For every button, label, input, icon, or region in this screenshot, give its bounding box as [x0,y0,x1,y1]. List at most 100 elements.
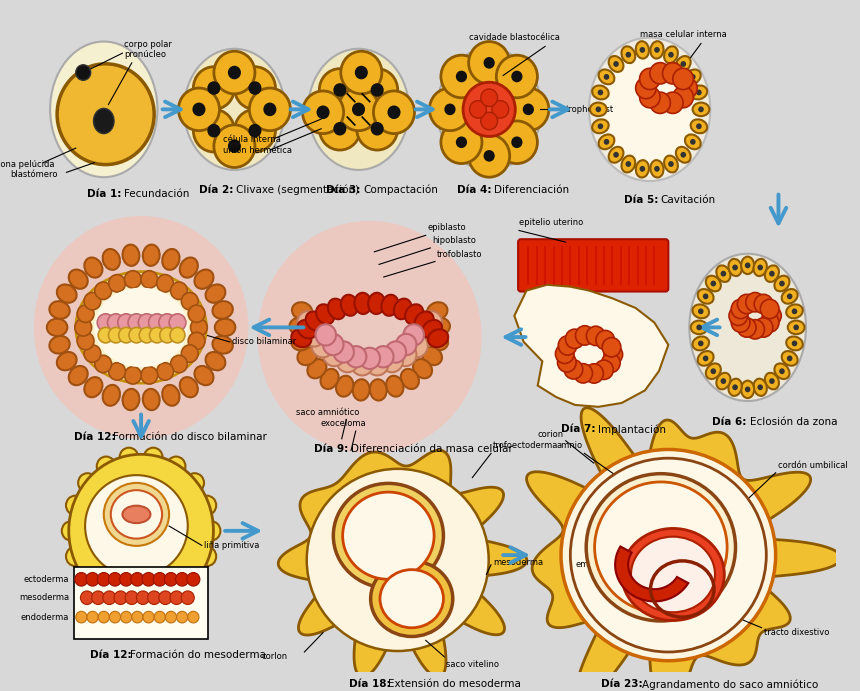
Circle shape [662,63,683,84]
Ellipse shape [57,352,77,370]
Ellipse shape [728,259,742,276]
Circle shape [108,573,121,586]
Text: célula interna: célula interna [224,135,281,144]
Circle shape [86,573,99,586]
Circle shape [779,368,785,374]
Ellipse shape [706,363,721,379]
Circle shape [95,282,112,299]
Circle shape [673,86,693,108]
Circle shape [138,314,155,331]
Ellipse shape [587,474,735,621]
Circle shape [263,102,276,116]
Circle shape [625,161,631,167]
Ellipse shape [741,256,754,274]
Circle shape [640,166,645,172]
Ellipse shape [386,376,403,397]
Text: blastómero: blastómero [10,171,58,180]
Circle shape [336,349,359,372]
Ellipse shape [685,70,701,84]
Ellipse shape [122,389,139,410]
Circle shape [558,336,577,355]
Circle shape [188,305,205,323]
Ellipse shape [306,312,325,331]
Circle shape [703,294,709,299]
Ellipse shape [593,86,609,100]
Circle shape [420,311,442,334]
Circle shape [703,355,709,361]
Circle shape [654,166,660,172]
Ellipse shape [786,305,802,319]
Circle shape [470,101,487,118]
Circle shape [144,595,163,614]
Ellipse shape [212,336,233,354]
Text: Fecundación: Fecundación [125,189,190,199]
Ellipse shape [728,379,742,396]
Circle shape [170,591,183,605]
Circle shape [668,161,673,167]
Circle shape [76,612,87,623]
Circle shape [323,343,346,366]
Circle shape [228,140,241,153]
Text: Agrandamento do saco amniótico: Agrandamento do saco amniótico [642,679,819,690]
Circle shape [228,66,241,79]
Circle shape [481,89,498,106]
Circle shape [126,591,138,605]
Ellipse shape [422,320,442,339]
Ellipse shape [394,299,411,319]
Circle shape [625,52,631,57]
Circle shape [469,135,510,177]
Circle shape [732,384,738,390]
Text: Formación do disco bilaminar: Formación do disco bilaminar [114,432,267,442]
Circle shape [97,586,115,605]
Circle shape [108,274,126,292]
Text: Día 2:: Día 2: [199,185,233,195]
Circle shape [170,328,185,343]
Circle shape [732,265,738,270]
Circle shape [207,82,220,95]
Ellipse shape [381,295,398,316]
Ellipse shape [69,366,88,385]
Circle shape [745,386,751,392]
Circle shape [357,107,397,150]
Circle shape [249,82,261,95]
Circle shape [141,271,157,288]
Ellipse shape [622,155,636,173]
Circle shape [131,573,144,586]
Circle shape [565,329,584,348]
Ellipse shape [84,377,102,397]
Circle shape [108,328,123,343]
Circle shape [746,320,765,339]
Ellipse shape [334,484,444,588]
Ellipse shape [599,70,614,84]
Circle shape [97,314,114,331]
Circle shape [758,384,763,390]
Ellipse shape [57,285,77,303]
Ellipse shape [184,49,285,170]
Circle shape [710,281,716,287]
Text: Clivaxe (segmentación): Clivaxe (segmentación) [237,185,359,196]
Circle shape [575,325,594,345]
Text: endoderma: endoderma [21,613,70,622]
Ellipse shape [102,249,120,270]
Ellipse shape [298,320,317,339]
Circle shape [95,355,112,372]
Ellipse shape [413,359,432,378]
Text: Eclosión da zona: Eclosión da zona [750,417,837,426]
Circle shape [129,328,144,343]
Circle shape [690,139,696,144]
Circle shape [132,612,143,623]
Circle shape [696,124,702,129]
Circle shape [78,569,97,589]
Circle shape [445,104,456,115]
Ellipse shape [163,249,180,270]
Circle shape [154,612,165,623]
Ellipse shape [212,301,233,319]
Text: epitelio uterino: epitelio uterino [519,218,583,227]
Circle shape [668,52,673,57]
Circle shape [125,367,141,384]
Circle shape [109,612,120,623]
Ellipse shape [180,377,198,397]
Ellipse shape [292,333,311,350]
Text: tracto dixestivo: tracto dixestivo [764,627,829,637]
Ellipse shape [122,245,139,266]
